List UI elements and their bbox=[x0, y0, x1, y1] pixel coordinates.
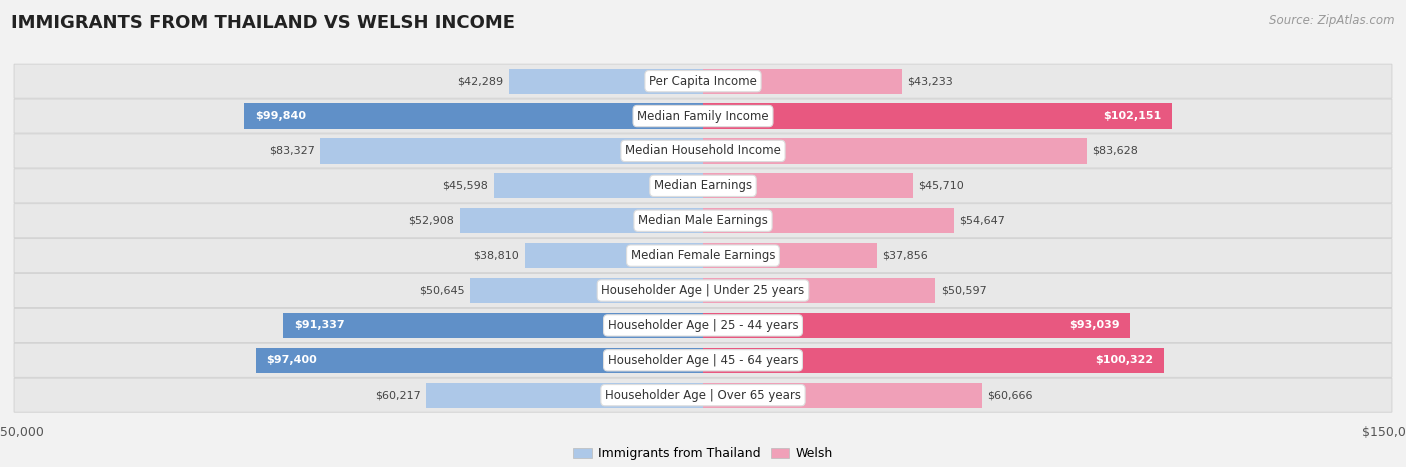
Legend: Immigrants from Thailand, Welsh: Immigrants from Thailand, Welsh bbox=[568, 442, 838, 465]
FancyBboxPatch shape bbox=[14, 343, 1392, 377]
Text: Per Capita Income: Per Capita Income bbox=[650, 75, 756, 88]
Bar bbox=[703, 104, 1173, 128]
Bar bbox=[426, 382, 703, 408]
Bar bbox=[509, 69, 703, 94]
Text: $52,908: $52,908 bbox=[409, 216, 454, 226]
Text: $102,151: $102,151 bbox=[1104, 111, 1161, 121]
Bar bbox=[703, 313, 1130, 338]
Text: $83,628: $83,628 bbox=[1092, 146, 1139, 156]
Text: $99,840: $99,840 bbox=[254, 111, 305, 121]
Text: $45,710: $45,710 bbox=[918, 181, 965, 191]
FancyBboxPatch shape bbox=[14, 274, 1392, 308]
Text: Householder Age | 45 - 64 years: Householder Age | 45 - 64 years bbox=[607, 354, 799, 367]
Bar bbox=[256, 348, 703, 373]
Bar bbox=[703, 138, 1087, 163]
Text: Median Family Income: Median Family Income bbox=[637, 110, 769, 122]
Text: $38,810: $38,810 bbox=[474, 251, 519, 261]
Bar bbox=[524, 243, 703, 268]
Bar bbox=[321, 138, 703, 163]
Text: Median Male Earnings: Median Male Earnings bbox=[638, 214, 768, 227]
FancyBboxPatch shape bbox=[14, 378, 1392, 412]
Text: IMMIGRANTS FROM THAILAND VS WELSH INCOME: IMMIGRANTS FROM THAILAND VS WELSH INCOME bbox=[11, 14, 515, 32]
Text: Householder Age | 25 - 44 years: Householder Age | 25 - 44 years bbox=[607, 319, 799, 332]
Text: $50,645: $50,645 bbox=[419, 285, 465, 296]
Text: Median Earnings: Median Earnings bbox=[654, 179, 752, 192]
Text: $93,039: $93,039 bbox=[1070, 320, 1121, 330]
Text: Householder Age | Over 65 years: Householder Age | Over 65 years bbox=[605, 389, 801, 402]
Bar bbox=[494, 173, 703, 198]
Bar bbox=[703, 382, 981, 408]
FancyBboxPatch shape bbox=[14, 169, 1392, 203]
FancyBboxPatch shape bbox=[14, 134, 1392, 168]
Text: $97,400: $97,400 bbox=[266, 355, 316, 365]
Text: Householder Age | Under 25 years: Householder Age | Under 25 years bbox=[602, 284, 804, 297]
FancyBboxPatch shape bbox=[14, 204, 1392, 238]
Text: $60,217: $60,217 bbox=[375, 390, 420, 400]
Text: $42,289: $42,289 bbox=[457, 76, 503, 86]
Bar bbox=[703, 208, 955, 234]
FancyBboxPatch shape bbox=[14, 239, 1392, 273]
Text: $100,322: $100,322 bbox=[1095, 355, 1153, 365]
Bar bbox=[245, 104, 703, 128]
Text: $91,337: $91,337 bbox=[294, 320, 344, 330]
Text: $60,666: $60,666 bbox=[987, 390, 1032, 400]
Text: Median Household Income: Median Household Income bbox=[626, 144, 780, 157]
Text: $37,856: $37,856 bbox=[883, 251, 928, 261]
Bar bbox=[703, 69, 901, 94]
Text: $45,598: $45,598 bbox=[441, 181, 488, 191]
Text: $54,647: $54,647 bbox=[959, 216, 1005, 226]
FancyBboxPatch shape bbox=[14, 308, 1392, 342]
FancyBboxPatch shape bbox=[14, 64, 1392, 98]
Bar bbox=[703, 243, 877, 268]
Text: Median Female Earnings: Median Female Earnings bbox=[631, 249, 775, 262]
Text: $83,327: $83,327 bbox=[269, 146, 315, 156]
Bar bbox=[703, 173, 912, 198]
Bar bbox=[460, 208, 703, 234]
Bar bbox=[703, 348, 1164, 373]
FancyBboxPatch shape bbox=[14, 99, 1392, 133]
Text: $43,233: $43,233 bbox=[907, 76, 953, 86]
Text: $50,597: $50,597 bbox=[941, 285, 987, 296]
Bar bbox=[471, 278, 703, 303]
Text: Source: ZipAtlas.com: Source: ZipAtlas.com bbox=[1270, 14, 1395, 27]
Bar bbox=[284, 313, 703, 338]
Bar bbox=[703, 278, 935, 303]
